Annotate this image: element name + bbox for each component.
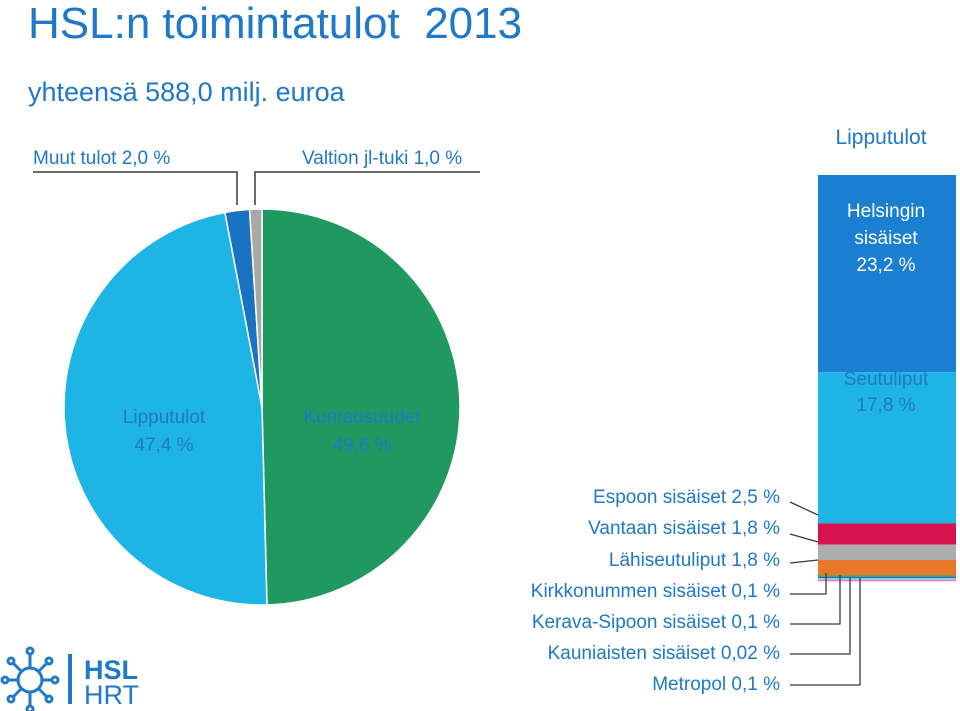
pie-slice-valtion_tuki [248, 208, 263, 408]
bar-label-seutuliput: 17,8 % [856, 395, 915, 416]
pie-value-kuntaosuudet: 49,6 % [332, 435, 391, 456]
bar-segment-espoon [818, 523, 956, 545]
bar-label-kirkkonummen: Kirkkonummen sisäiset 0,1 % [531, 581, 780, 602]
pie-label-lipputulot: Lipputulot [123, 407, 206, 428]
connector-metropol [790, 578, 861, 686]
bar-label-metropol: Metropol 0,1 % [652, 674, 780, 695]
pie-label-kuntaosuudet: Kuntaosuudet [303, 407, 421, 428]
bar-segment-kirkkonummen [818, 575, 956, 577]
connector-vantaan [789, 533, 819, 543]
bar-label-espoon: Espoon sisäiset 2,5 % [593, 487, 780, 508]
pie-label-valtion-tuki: Valtion jl-tuki 1,0 % [302, 148, 462, 169]
bar-label-seutuliput: Seutuliput [844, 369, 929, 390]
leader-muut-tulot [33, 171, 238, 205]
pie-slice-lipputulot [63, 211, 268, 606]
bar-segment-kauniaisten [818, 578, 956, 580]
bar-title-lipputulot: Lipputulot [835, 126, 926, 149]
bar-segment-kerava [818, 576, 956, 579]
bar-label-kauniaisten: Kauniaisten sisäiset 0,02 % [548, 643, 780, 664]
connector-lahiseutuliput [789, 559, 819, 564]
bar-label-kerava: Kerava-Sipoon sisäiset 0,1 % [532, 612, 780, 633]
pie-slice-kuntaosuudet [261, 208, 461, 606]
chart-title: HSL:n toimintatulot 2013 [28, 0, 523, 48]
bar-label-lahiseutuliput: Lähiseutuliput 1,8 % [609, 550, 780, 571]
bar-label-helsingin: sisäiset [854, 228, 918, 249]
connector-kauniaisten [790, 577, 851, 655]
bar-label-helsingin: 23,2 % [856, 255, 915, 276]
leader-valtion-tuki [254, 171, 480, 205]
bar-segment-helsingin [818, 175, 956, 373]
connector-kerava [790, 575, 841, 625]
connector-kirkkonummen [790, 573, 827, 595]
bar-segment-metropol [818, 579, 956, 582]
bar-segment-lahiseutuliput [818, 559, 956, 576]
pie-label-muut-tulot: Muut tulot 2,0 % [33, 148, 170, 169]
bar-segment-seutuliput [818, 372, 956, 524]
bar-segment-vantaan [818, 544, 956, 560]
chart-subtitle: yhteensä 588,0 milj. euroa [28, 77, 345, 107]
bar-label-helsingin: Helsingin [847, 201, 925, 222]
pie-value-lipputulot: 47,4 % [134, 435, 193, 456]
connector-espoon [789, 501, 819, 516]
bar-label-vantaan: Vantaan sisäiset 1,8 % [588, 518, 780, 539]
